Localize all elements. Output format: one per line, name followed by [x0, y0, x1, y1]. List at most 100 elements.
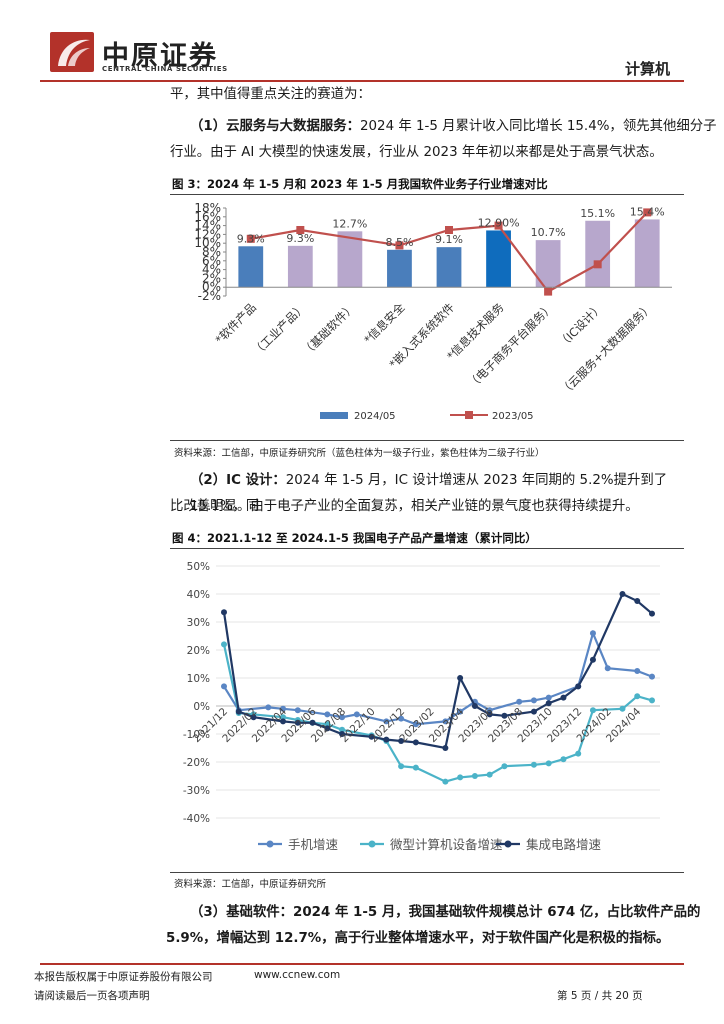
fig4-point: [398, 763, 405, 770]
intro-text: 平，其中值得重点关注的赛道为：: [170, 87, 371, 102]
fig4-source: 资料来源：工信部，中原证券研究所: [174, 879, 327, 890]
fig3-y-tick-label: 14%: [194, 219, 221, 233]
fig4-point: [589, 656, 596, 663]
fig3-bar: [436, 247, 462, 288]
fig3-bar: [337, 231, 363, 288]
logo-mark: [50, 32, 94, 72]
fig3-y-tick-label: 18%: [194, 201, 221, 215]
fig4-point: [634, 693, 641, 700]
fig3-rule-top: [170, 194, 684, 195]
fig4-legend-marker: [266, 840, 274, 848]
footer-page-number: 第 5 页 / 共 20 页: [557, 990, 643, 1002]
fig4-point: [280, 714, 287, 721]
logo-wordmark: 中原证券: [102, 41, 218, 72]
fig4-point: [486, 711, 493, 718]
fig4-point: [309, 719, 316, 726]
fig4-series-line: [222, 644, 653, 783]
fig3-bar: [585, 220, 611, 288]
fig3-data-label: 12.90%: [478, 216, 520, 229]
fig4-legend-label: 微型计算机设备增速: [390, 837, 503, 852]
fig4-chart: -40%-30%-20%-10%0%10%20%30%40%50%2021/12…: [183, 561, 660, 852]
fig3-legend: 2024/05 2023/05: [320, 411, 534, 422]
fig3-line-series: [250, 211, 649, 294]
fig3-data-label: 9.3%: [237, 232, 265, 245]
footer-copyright: 本报告版权属于中原证券股份有限公司: [34, 971, 213, 983]
fig3-bar: [486, 230, 511, 288]
fig4-point: [265, 704, 272, 711]
fig3-bar: [634, 219, 660, 288]
fig4-point: [457, 774, 464, 781]
fig4-point: [530, 708, 537, 715]
footer-website[interactable]: www.ccnew.com: [254, 969, 341, 981]
fig3-y-tick-label: -2%: [198, 289, 221, 303]
fig4-point: [412, 764, 419, 771]
footer-disclaimer: 请阅读最后一页各项声明: [34, 990, 150, 1002]
fig4-point: [339, 714, 346, 721]
fig4-point: [280, 705, 287, 712]
fig4-point: [501, 763, 508, 770]
fig4-point: [575, 683, 582, 690]
fig4-point: [575, 750, 582, 757]
fig4-point: [634, 598, 641, 604]
fig4-point: [324, 725, 331, 732]
fig4-point: [368, 733, 375, 740]
fig4-y-tick-label: 0%: [193, 701, 210, 713]
fig4-point: [442, 745, 449, 751]
fig4-point: [294, 707, 301, 714]
fig4-y-tick-label: -40%: [183, 813, 210, 825]
fig3-data-label: 10.7%: [531, 226, 566, 239]
fig3-y-tick-label: 6%: [202, 254, 221, 268]
fig4-y-tick-label: 10%: [187, 673, 210, 685]
fig4-point: [560, 756, 567, 763]
header-rule: [40, 80, 684, 82]
fig3-legend-label: 2024/05: [354, 411, 396, 422]
footer-rule: [40, 963, 684, 965]
fig4-point: [516, 698, 523, 705]
fig4-point: [471, 703, 478, 709]
fig4-point: [589, 707, 596, 714]
fig4-point: [530, 697, 537, 704]
fig4-point: [649, 697, 655, 704]
logo-english: CENTRAL CHINA SECURITIES: [102, 65, 228, 73]
fig4-point: [412, 721, 419, 728]
para2-heading: （2）IC 设计：: [190, 473, 286, 488]
fig4-point: [619, 705, 626, 712]
fig4-y-tick-label: -10%: [183, 729, 210, 741]
fig4-point: [486, 707, 493, 714]
fig3-y-tick-label: 12%: [194, 227, 221, 241]
fig4-point: [634, 668, 641, 674]
fig4-point: [398, 715, 405, 722]
fig4-point: [471, 773, 478, 779]
section-title: 计算机: [624, 60, 670, 78]
fig4-point: [324, 711, 331, 718]
fig3-line-marker: [296, 226, 305, 234]
fig4-legend-label: 集成电路增速: [526, 837, 602, 852]
fig3-y-tick-label: 10%: [194, 236, 221, 250]
fig4-point: [457, 675, 464, 681]
fig3-category-label: （基础软件）: [299, 300, 358, 359]
fig3-y-tick-label: 16%: [194, 210, 221, 224]
fig3-line-marker: [494, 221, 503, 230]
fig3-rule-bottom: [170, 440, 684, 441]
fig3-line: [246, 208, 652, 296]
fig4-point: [280, 718, 287, 725]
para1-line1: （1）云服务与大数据服务：2024 年 1-5 月累计收入同比增长 15.4%，…: [190, 114, 717, 140]
fig4-legend-label: 手机增速: [288, 837, 339, 852]
fig4-point: [442, 718, 449, 725]
fig3-y-tick-label: 4%: [202, 263, 221, 277]
fig4-point: [412, 739, 419, 746]
para2-line2: 比改善明显。由于电子产业的全面复苏，相关产业链的景气度也获得持续提升。: [170, 499, 639, 514]
fig4-y-tick-label: -20%: [183, 757, 210, 769]
fig3-category-label: （IC设计）: [555, 300, 606, 351]
fig4-point: [398, 738, 405, 744]
fig3-category-label: *信息安全: [361, 300, 408, 347]
fig4-series-line: [223, 629, 653, 726]
fig3-y-tick-label: 8%: [202, 245, 221, 259]
fig4-point: [501, 712, 508, 719]
fig3-bar: [287, 245, 313, 288]
fig3-legend-swatch-bar: [320, 412, 348, 419]
fig4-point: [383, 736, 390, 743]
fig4-point: [619, 591, 626, 597]
fig3-chart: -2%0%2%4%6%8%10%12%14%16%18% 9.3% 9.3% 12.…: [194, 201, 672, 422]
fig4-point: [545, 694, 552, 701]
